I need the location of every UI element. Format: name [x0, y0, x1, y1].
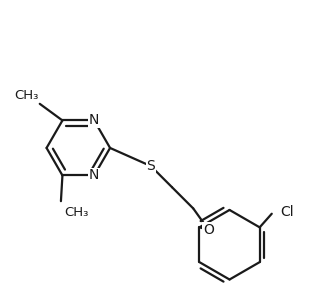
- Text: O: O: [203, 223, 214, 237]
- Text: Cl: Cl: [280, 205, 294, 219]
- Text: N: N: [89, 113, 99, 128]
- Text: N: N: [89, 168, 99, 182]
- Text: CH₃: CH₃: [14, 89, 38, 102]
- Text: CH₃: CH₃: [64, 206, 88, 219]
- Text: S: S: [146, 159, 155, 173]
